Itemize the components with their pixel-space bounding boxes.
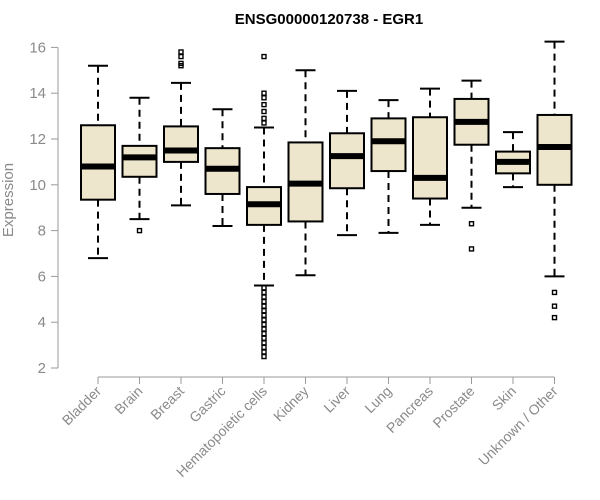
y-tick-label: 4 [38,314,46,331]
x-tick-label: Brain [111,383,145,417]
iqr-box [412,116,448,200]
outlier-point [261,285,267,291]
y-axis-label: Expression [0,163,17,237]
iqr-box [163,125,199,163]
outlier-point [261,308,267,314]
box-pancreas [412,87,448,226]
outlier-point [178,53,184,60]
iqr-box [121,144,158,178]
outlier-point [261,95,267,101]
y-tick-label: 10 [29,177,46,194]
x-tick-label: Breast [147,383,187,423]
outlier-point [261,353,267,360]
x-tick-label: Bladder [59,383,105,429]
box-breast [163,49,199,207]
outlier-point [261,298,267,305]
outlier-point [178,60,184,67]
outlier-point [551,303,558,309]
box-hematopoietic-cells [246,53,282,360]
box-skin [495,131,531,189]
outlier-point [261,101,267,108]
y-tick-label: 12 [29,131,46,148]
outlier-point [261,340,267,346]
outlier-point [261,326,267,332]
box-bladder [80,64,116,260]
box-gastric [204,108,241,228]
outlier-point [261,303,267,309]
outlier-point [261,321,267,328]
x-tick-label: Lung [361,383,394,416]
y-tick-label: 8 [38,223,46,240]
plot-area [80,40,573,360]
y-tick-label: 6 [38,268,46,285]
outlier-point [261,344,267,351]
outlier-point [261,349,267,355]
outlier-point [261,53,267,60]
box-prostate [453,79,490,252]
chart-title: ENSG00000120738 - EGR1 [235,11,423,28]
box-kidney [287,69,324,277]
x-tick-label: Prostate [429,383,477,431]
outlier-point [261,108,267,115]
y-tick-label: 2 [38,360,46,377]
box-brain [121,96,158,234]
box-liver [329,89,365,237]
outlier-point [468,246,475,252]
outlier-point [261,335,267,341]
outlier-point [468,221,475,227]
x-tick-label: Kidney [270,383,312,425]
outlier-point [261,294,267,300]
outlier-point [261,317,267,323]
outlier-point [261,330,267,337]
outlier-point [551,289,558,296]
y-tick-label: 16 [29,39,46,56]
iqr-box [370,117,407,173]
outlier-point [261,289,267,296]
x-tick-label: Unknown / Other [475,383,561,469]
box-lung [370,99,407,234]
y-tick-label: 14 [29,85,46,102]
box-unknown-other [536,40,573,321]
outlier-point [178,49,184,55]
outlier-point [261,312,267,319]
outlier-point [261,115,267,122]
outlier-point [136,227,143,234]
x-tick-label: Skin [489,383,520,414]
outlier-point [261,120,267,126]
iqr-box [329,132,365,190]
outlier-point [261,90,267,96]
outlier-point [551,314,558,321]
x-tick-label: Liver [320,383,353,416]
iqr-box [80,124,116,201]
